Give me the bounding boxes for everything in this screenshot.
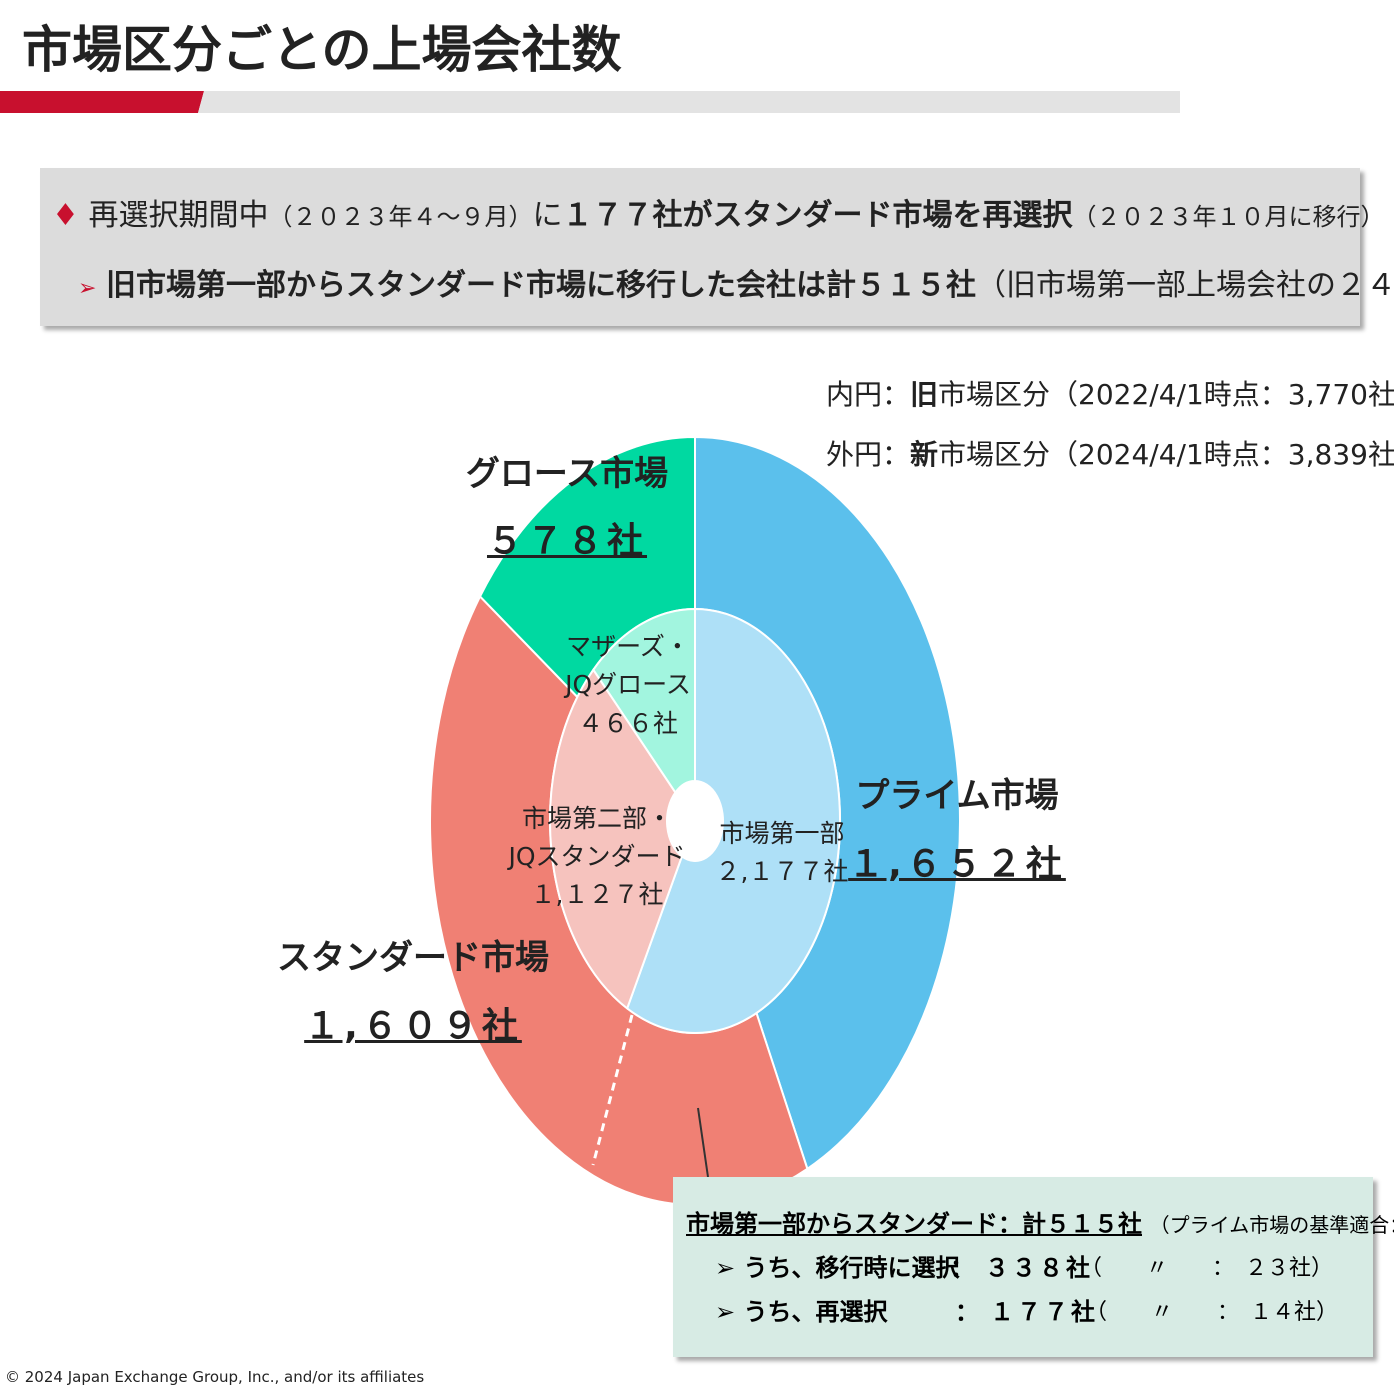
banner: [40, 168, 1360, 326]
text: 市場区分（2024/4/1時点：3,839社）: [938, 438, 1394, 471]
inner-note: 内円：旧市場区分（2022/4/1時点：3,770社）: [826, 373, 1394, 413]
inner-lbl: 市場第二部・ JQスタンダード: [508, 804, 686, 871]
text: （ 〃 ： ２３社）: [1080, 1256, 1334, 1281]
pointer: [697, 1107, 709, 1178]
arrow: ➢: [715, 1298, 744, 1326]
text: （２０２３年４～９月）: [268, 203, 533, 231]
outer-cnt: １,６０９社: [304, 1006, 522, 1047]
bullet: ➢: [78, 276, 97, 301]
text: 内円：: [826, 378, 911, 411]
text: 再選択期間中: [88, 198, 269, 233]
inner-lbl: ４６６社: [577, 709, 679, 738]
divider: [591, 1014, 634, 1166]
inner-lbl: 市場第一部: [719, 819, 845, 848]
outer-note: 外円：新市場区分（2024/4/1時点：3,839社）: [826, 433, 1394, 473]
text: 市場第一部からスタンダード：計５１５社: [686, 1210, 1142, 1238]
inner-lbl: ２,１７７社: [715, 857, 849, 886]
text: ：: [950, 1254, 974, 1282]
arrow: ➢: [715, 1254, 744, 1282]
text: うち、移行時に選択: [743, 1254, 960, 1282]
inner-segment: [626, 607, 841, 1034]
text: うち、再選択: [743, 1298, 888, 1326]
banner-line: ➢ 旧市場第一部からスタンダード市場に移行した会社は計５１５社（旧市場第一部上場…: [78, 260, 1394, 304]
header-bar-gray: [198, 91, 1180, 113]
outer-lbl: スタンダード市場: [277, 938, 549, 978]
callout: [673, 1177, 1373, 1357]
text: に: [532, 198, 563, 233]
footer: © 2024 Japan Exchange Group, Inc., and/o…: [5, 1368, 425, 1386]
outer-lbl: プライム市場: [855, 776, 1059, 816]
text: （２０２３年１０月に移行）: [1072, 203, 1385, 231]
text: （旧市場第一部上場会社の２４％）: [975, 268, 1394, 303]
text: 旧市場第一部からスタンダード市場に移行した会社は計５１５社: [105, 268, 976, 303]
text: （ 〃 ： １４社）: [1085, 1300, 1339, 1325]
callout-title: 市場第一部からスタンダード：計５１５社 （プライム市場の基準適合：計３７社）: [686, 1204, 1394, 1239]
text: ３３８社: [985, 1254, 1093, 1282]
text: 旧: [910, 378, 939, 411]
text: ：: [955, 1298, 979, 1326]
text: 新: [910, 438, 939, 471]
text: １７７社がスタンダード市場を再選択: [562, 198, 1073, 233]
bullet: ♦: [52, 198, 79, 233]
outer-lbl: グロース市場: [465, 454, 669, 494]
outer-cnt: ５７８社: [486, 521, 648, 562]
banner-line: ♦ 再選択期間中（２０２３年４～９月）に１７７社がスタンダード市場を再選択（２０…: [52, 190, 1384, 234]
callout-row: ➢ うち、移行時に選択: [715, 1248, 959, 1283]
text: 市場区分（2022/4/1時点：3,770社）: [938, 378, 1394, 411]
outer-cnt: １,６５２社: [848, 844, 1066, 885]
inner-segment: [592, 607, 696, 795]
text: （プライム市場の基準適合：計３７社）: [1149, 1213, 1394, 1237]
slide-title: 市場区分ごとの上場会社数: [22, 21, 622, 79]
text: １７７社: [990, 1298, 1098, 1326]
header-bar-red: [0, 91, 204, 113]
inner-lbl: マザーズ・ JQグロース: [565, 632, 691, 699]
text: 外円：: [826, 438, 911, 471]
inner-lbl: １,１２７社: [530, 880, 664, 909]
callout-row: ➢ うち、再選択: [715, 1292, 887, 1327]
